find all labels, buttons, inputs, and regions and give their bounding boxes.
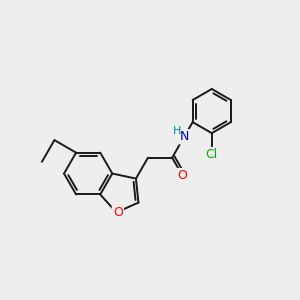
- Text: Cl: Cl: [206, 148, 218, 161]
- Text: H: H: [173, 127, 181, 136]
- Text: O: O: [113, 206, 123, 219]
- Text: N: N: [179, 130, 189, 143]
- Text: O: O: [177, 169, 187, 182]
